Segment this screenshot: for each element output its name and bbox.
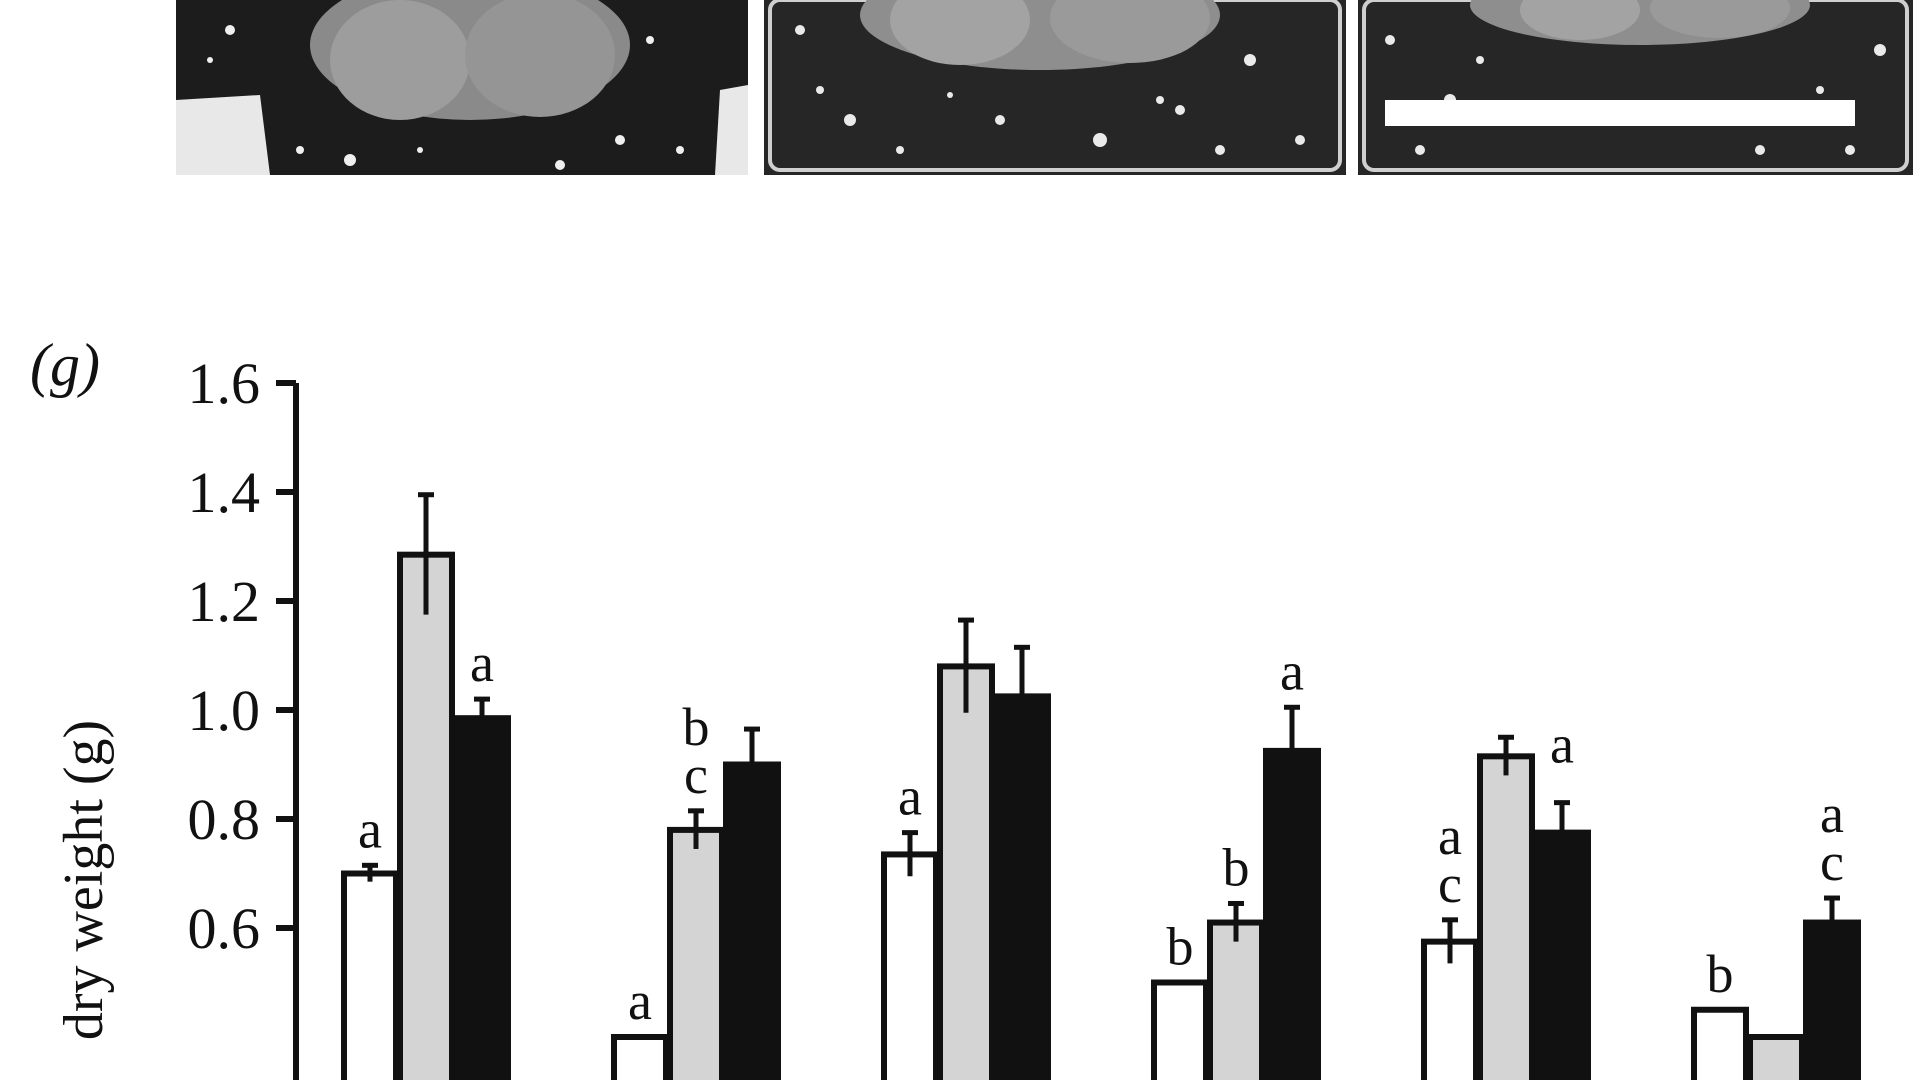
bar: [397, 551, 455, 1080]
bar: [723, 761, 781, 1080]
bar: [611, 1034, 669, 1080]
y-tick-label: 1.6: [188, 351, 261, 416]
plant-photo-strip: [176, 0, 1913, 175]
bar: [1747, 1034, 1805, 1080]
y-axis: [276, 380, 299, 1080]
bar: [1477, 753, 1535, 1080]
bar: [993, 693, 1051, 1080]
significance-label: b: [1223, 837, 1250, 897]
significance-label: c: [1820, 832, 1844, 892]
y-tick-label: 1.2: [188, 569, 261, 634]
significance-label: a: [1820, 784, 1844, 844]
significance-label: b: [683, 697, 710, 757]
significance-label: a: [898, 767, 922, 827]
plant-photo-3: [1358, 0, 1913, 175]
bar: [1421, 938, 1479, 1080]
y-tick-label: 0.8: [188, 787, 261, 852]
bars: [341, 492, 1861, 1080]
plant-photo-2: [764, 0, 1346, 175]
bar: [667, 826, 725, 1080]
bar: [1691, 1006, 1749, 1080]
significance-label: c: [1438, 854, 1462, 914]
significance-label: a: [628, 971, 652, 1031]
plant-photo-1: [176, 0, 748, 175]
significance-label: a: [1550, 714, 1574, 774]
y-tick-labels: 0.6 0.8 1.0 1.2 1.4 1.6: [188, 351, 261, 961]
scale-bar: [1385, 100, 1855, 126]
bar: [1151, 979, 1209, 1080]
significance-label: a: [358, 799, 382, 859]
bar: [1533, 829, 1591, 1080]
significance-label: a: [1280, 641, 1304, 701]
bar: [453, 715, 511, 1080]
bar: [1207, 919, 1265, 1080]
significance-label: b: [1167, 917, 1194, 977]
y-tick-label: 0.6: [188, 896, 261, 961]
significance-label: a: [1438, 806, 1462, 866]
significance-label: c: [684, 745, 708, 805]
y-tick-label: 1.4: [188, 460, 261, 525]
bar: [341, 870, 399, 1080]
panel-label: (g): [30, 332, 100, 398]
y-axis-label: dry weight (g): [53, 720, 115, 1040]
significance-label: b: [1707, 944, 1734, 1004]
y-tick-label: 1.0: [188, 678, 261, 743]
bar: [937, 663, 995, 1080]
significance-label: a: [470, 633, 494, 693]
bar: [881, 851, 939, 1080]
bar: [1263, 747, 1321, 1080]
